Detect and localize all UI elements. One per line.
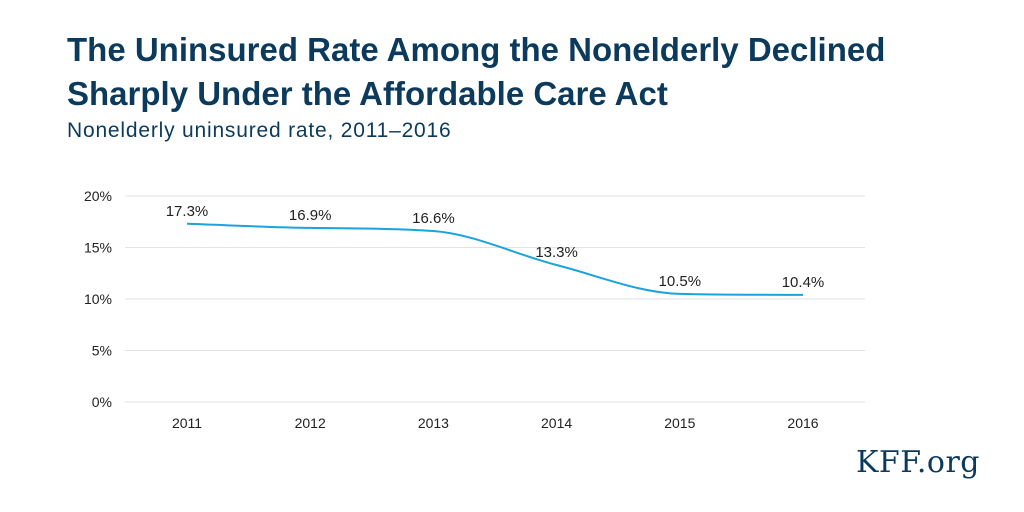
data-label: 16.9% <box>289 207 332 224</box>
chart-subtitle: Nonelderly uninsured rate, 2011–2016 <box>67 119 452 142</box>
x-tick-label: 2016 <box>787 415 818 431</box>
y-tick-label: 15% <box>84 240 112 256</box>
x-tick-label: 2012 <box>295 415 326 431</box>
chart-title-line-2: Sharply Under the Affordable Care Act <box>67 75 668 112</box>
chart-title-line-1: The Uninsured Rate Among the Nonelderly … <box>67 31 886 68</box>
data-label: 10.5% <box>659 273 702 290</box>
y-tick-label: 0% <box>92 394 112 410</box>
x-tick-label: 2015 <box>664 415 695 431</box>
y-tick-label: 5% <box>92 343 112 359</box>
kff-logo: KFF.org <box>855 445 980 480</box>
y-tick-label: 20% <box>84 188 112 204</box>
chart-title: The Uninsured Rate Among the Nonelderly … <box>67 28 967 116</box>
x-tick-label: 2013 <box>418 415 449 431</box>
x-tick-label: 2014 <box>541 415 572 431</box>
data-label: 17.3% <box>166 203 209 220</box>
x-tick-label: 2011 <box>172 415 202 431</box>
data-label: 10.4% <box>782 274 825 291</box>
series-line <box>186 222 804 296</box>
data-label: 13.3% <box>535 244 578 261</box>
data-label: 16.6% <box>412 210 455 227</box>
y-tick-label: 10% <box>84 291 112 307</box>
